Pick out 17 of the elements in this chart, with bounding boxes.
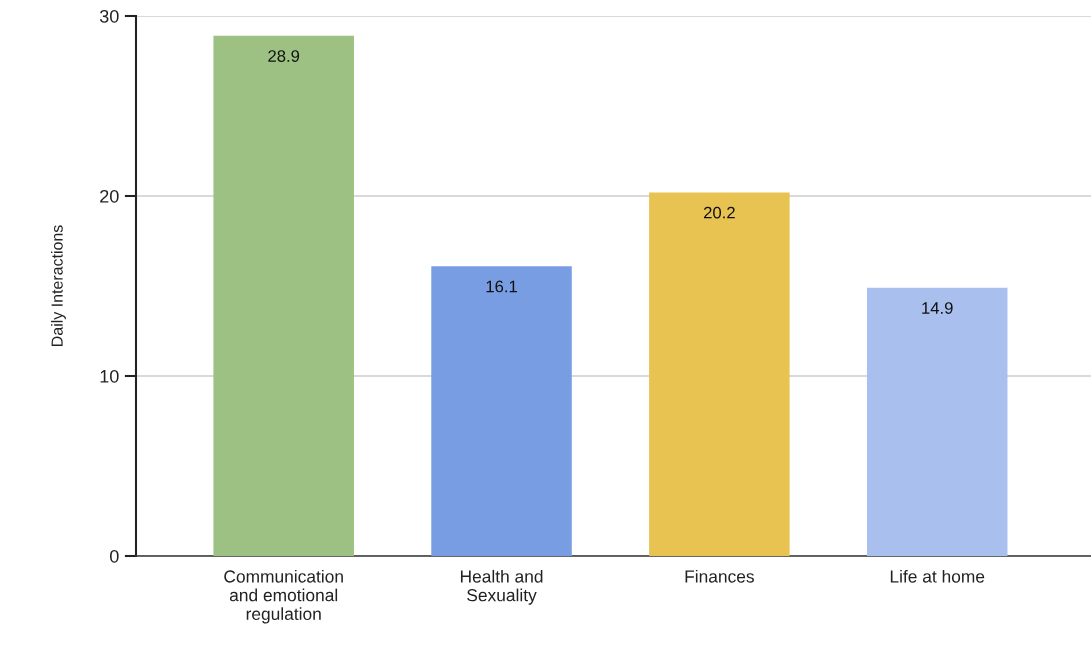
data-label: 20.2 (703, 206, 735, 219)
bar (866, 287, 1008, 556)
data-label: 14.9 (922, 302, 953, 314)
bar (649, 192, 790, 556)
y-tick-label: 20 (100, 189, 119, 203)
y-tick-label: 10 (100, 369, 119, 383)
y-tick-label: 30 (99, 9, 119, 23)
bar (213, 35, 354, 556)
data-label: 16.1 (486, 280, 517, 293)
x-tick-label: Life at home (890, 569, 985, 583)
bar (431, 266, 572, 556)
x-tick-label: Finances (685, 569, 754, 583)
x-tick-label: Health and Sexuality (460, 569, 543, 605)
x-tick-label: Communication and emotional regulation (224, 569, 343, 624)
data-label: 28.9 (268, 50, 300, 62)
y-axis-title: Daily Interactions (51, 225, 66, 346)
y-tick-label: 0 (110, 549, 119, 563)
